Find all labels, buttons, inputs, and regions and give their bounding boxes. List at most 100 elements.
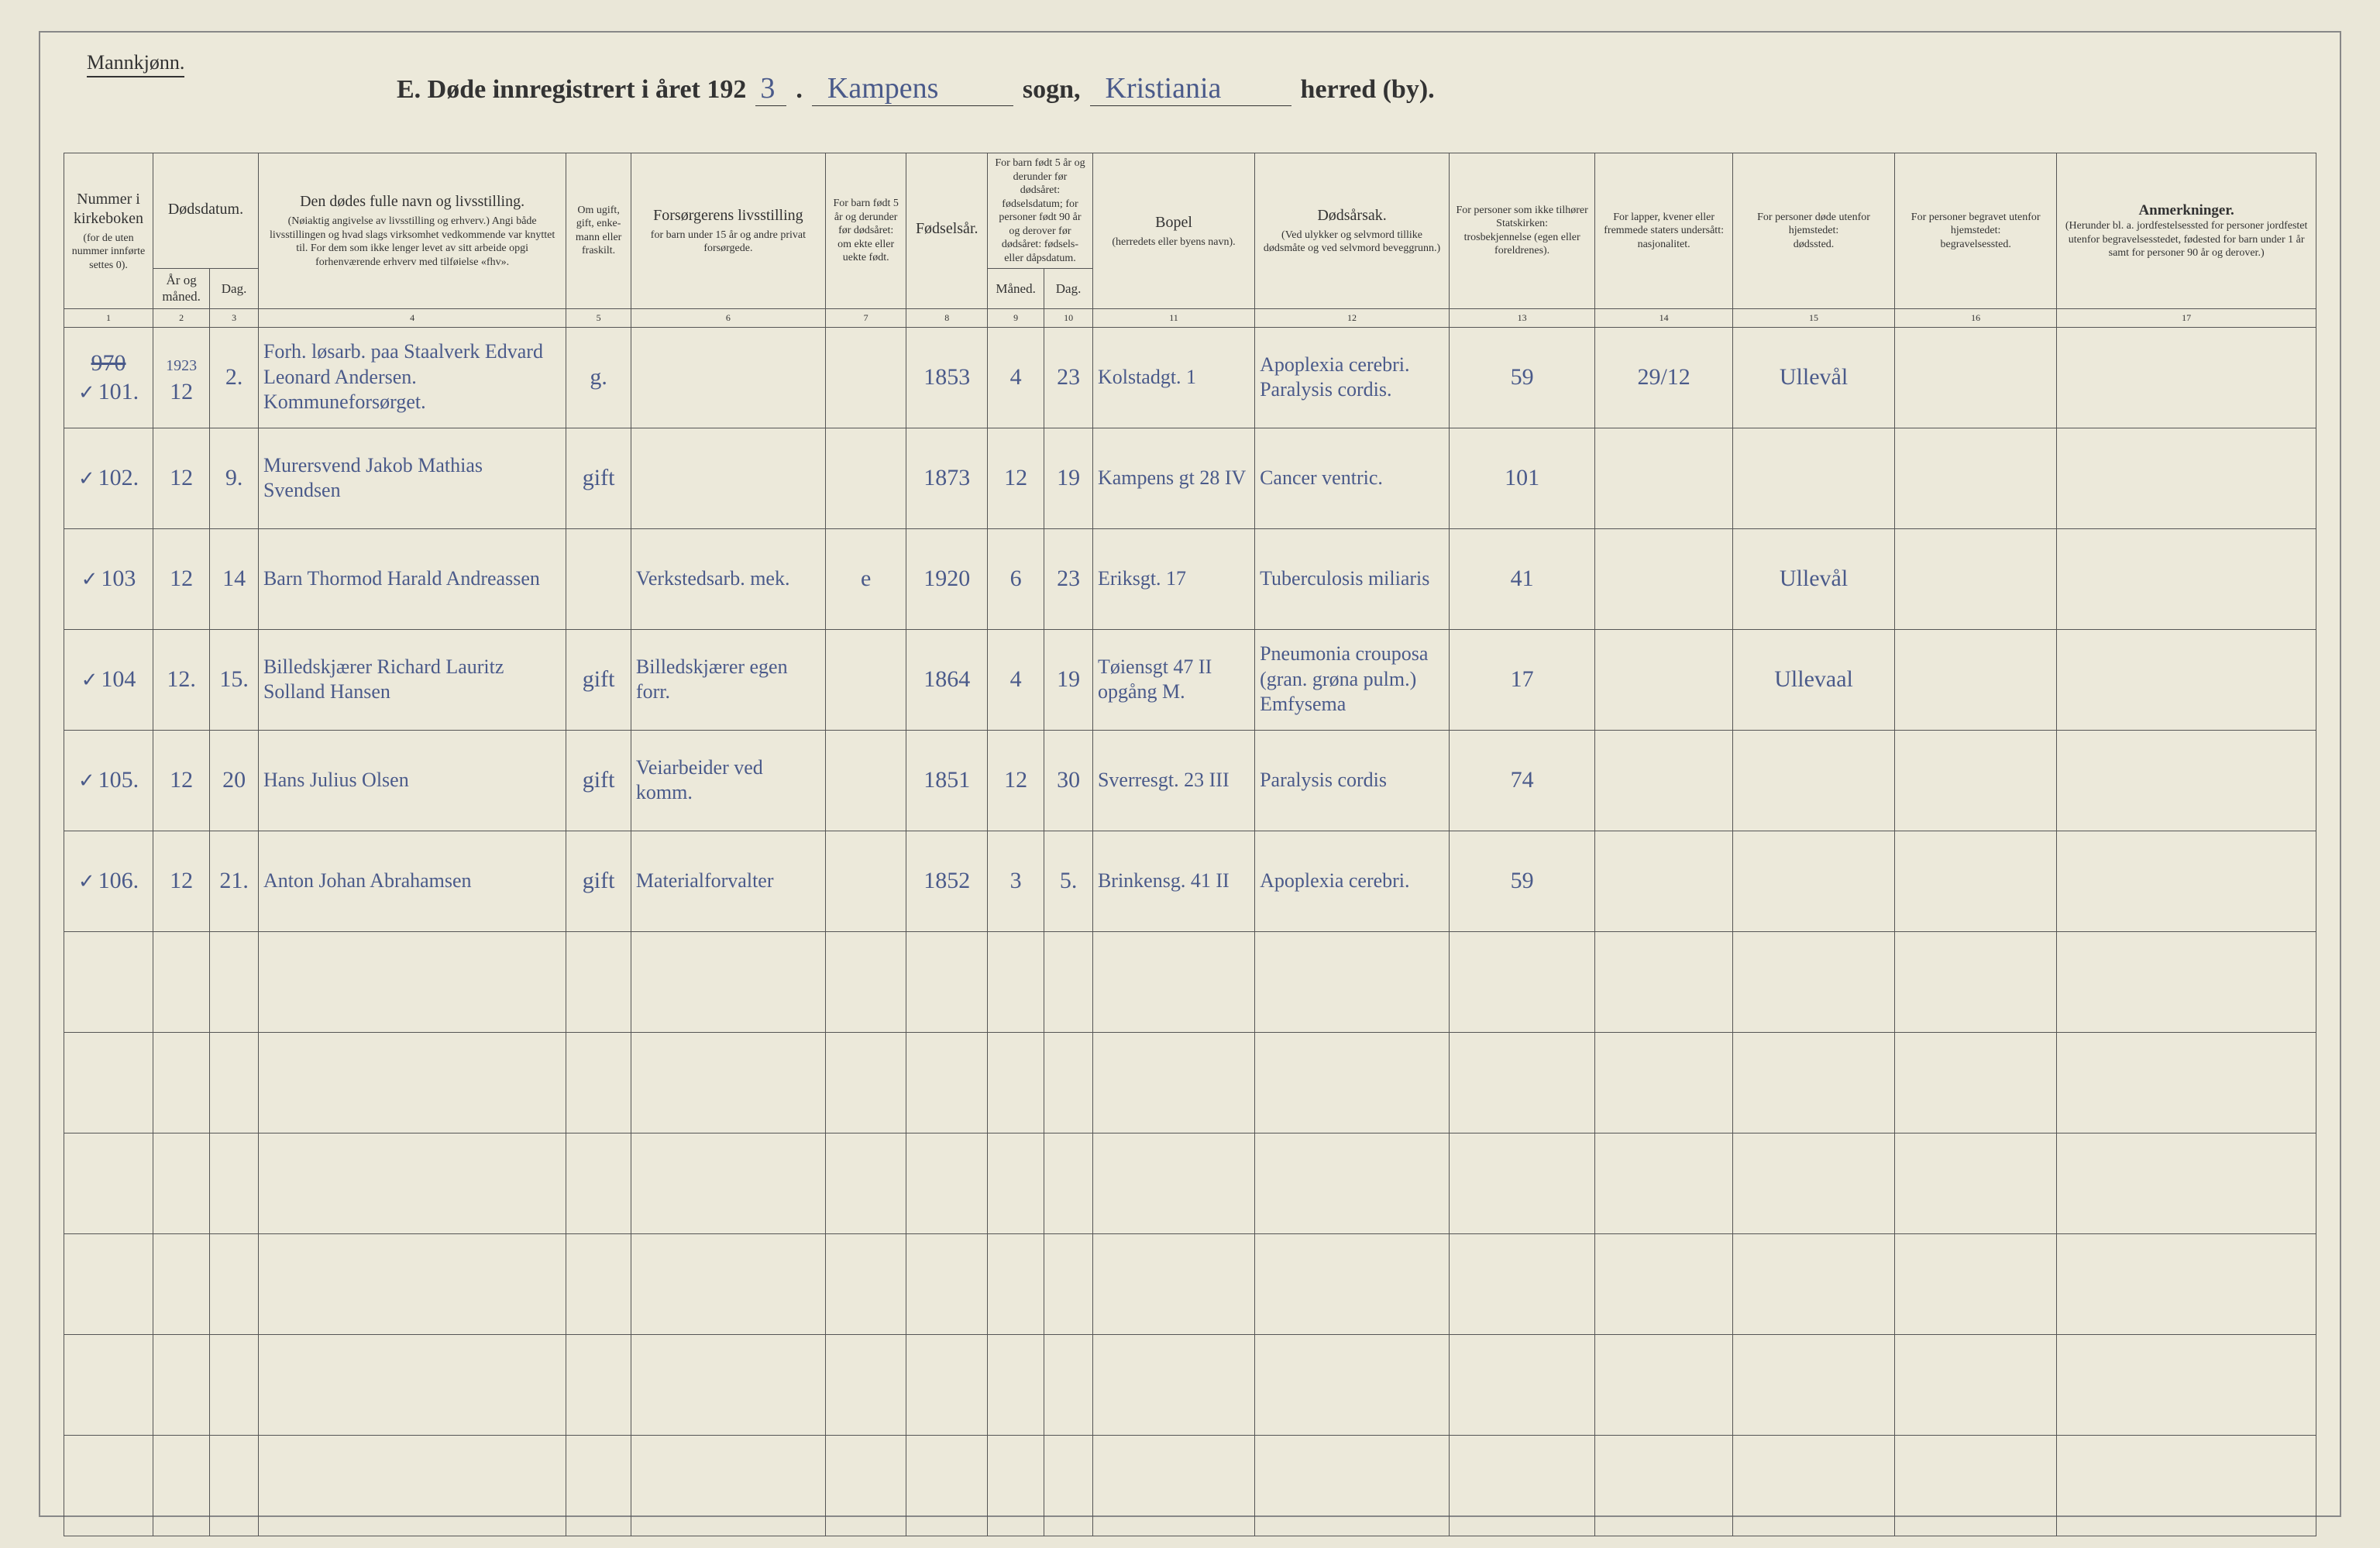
cell-day: 14 [210, 528, 259, 629]
hdr-residence: Bopel (herredets eller byens navn). [1092, 153, 1254, 309]
hdr-name: Den dødes fulle navn og livsstilling. (N… [258, 153, 566, 309]
column-numbers: 1 2 3 4 5 6 7 8 9 10 11 12 13 14 15 16 1… [64, 308, 2316, 327]
table-row: 102.129.Murersvend Jakob Mathias Svendse… [64, 428, 2316, 528]
cell-mon: 12 [153, 831, 210, 931]
cell-empty [153, 1032, 210, 1133]
cell-empty [64, 931, 153, 1032]
table-row-empty [64, 1133, 2316, 1233]
cell-birthyear: 1853 [906, 327, 988, 428]
cell-relig: 17 [1450, 629, 1595, 730]
cell-empty [1450, 1032, 1595, 1133]
cell-legit: e [825, 528, 906, 629]
cell-empty [1595, 931, 1733, 1032]
cell-deathplace: Ullevål [1732, 528, 1894, 629]
cell-empty [210, 1032, 259, 1133]
table-row: 10412.15.Billedskjærer Richard Lauritz S… [64, 629, 2316, 730]
cell-birthyear: 1864 [906, 629, 988, 730]
cell-empty [825, 1233, 906, 1334]
cell-empty [825, 1334, 906, 1435]
cell-num: 102. [64, 428, 153, 528]
cell-empty [1895, 931, 2057, 1032]
cell-residence: Kampens gt 28 IV [1092, 428, 1254, 528]
cell-empty [631, 1233, 825, 1334]
cell-empty [1255, 1233, 1450, 1334]
cell-empty [210, 1133, 259, 1233]
hdr-legit: For barn født 5 år og derunder før døds­… [825, 153, 906, 309]
cell-empty [631, 1435, 825, 1536]
cell-empty [1732, 1435, 1894, 1536]
cell-empty [566, 1133, 631, 1233]
cell-empty [1895, 1233, 2057, 1334]
hdr-deathdate: Dødsdatum. [153, 153, 259, 269]
cell-civil: gift [566, 730, 631, 831]
cell-empty [988, 1435, 1044, 1536]
cell-civil: gift [566, 428, 631, 528]
cell-num: 103 [64, 528, 153, 629]
cell-residence: Brinkensg. 41 II [1092, 831, 1254, 931]
cell-birthyear: 1852 [906, 831, 988, 931]
cell-empty [566, 1334, 631, 1435]
cell-num: 106. [64, 831, 153, 931]
cell-empty [1255, 1032, 1450, 1133]
cell-empty [825, 931, 906, 1032]
cell-empty [1895, 1032, 2057, 1133]
cell-empty [1092, 1133, 1254, 1233]
crossed-note: 970 [91, 350, 126, 376]
title-prefix: E. Døde innregistrert i året 192 [397, 75, 746, 105]
cell-empty [1450, 1233, 1595, 1334]
cell-bm: 12 [988, 428, 1044, 528]
table-row: 105.1220Hans Julius OlsengiftVeiarbeider… [64, 730, 2316, 831]
cell-notes [2057, 730, 2316, 831]
table-row-empty [64, 1032, 2316, 1133]
cell-empty [64, 1133, 153, 1233]
cell-legit [825, 730, 906, 831]
cell-empty [258, 1133, 566, 1233]
cell-name: Hans Julius Olsen [258, 730, 566, 831]
cell-bd: 23 [1044, 327, 1093, 428]
cell-residence: Kolstadgt. 1 [1092, 327, 1254, 428]
cell-burial [1895, 428, 2057, 528]
cell-empty [566, 1233, 631, 1334]
cell-empty [1595, 1435, 1733, 1536]
cell-empty [631, 931, 825, 1032]
cell-empty [153, 1334, 210, 1435]
cell-deathplace: Ullevål [1732, 327, 1894, 428]
cell-nat [1595, 831, 1733, 931]
cell-relig: 74 [1450, 730, 1595, 831]
cell-empty [2057, 1133, 2316, 1233]
cell-nat [1595, 428, 1733, 528]
cell-residence: Eriksgt. 17 [1092, 528, 1254, 629]
hdr-civil: Om ugift, gift, enke­mann eller fraskilt… [566, 153, 631, 309]
hdr-birthyear: Fødsels­år. [906, 153, 988, 309]
cell-empty [1092, 1435, 1254, 1536]
cell-cause: Tuberculosis miliaris [1255, 528, 1450, 629]
cell-empty [1450, 1334, 1595, 1435]
hdr-birthdate: For barn født 5 år og der­under før døds… [988, 153, 1093, 269]
cell-empty [1092, 1334, 1254, 1435]
cell-empty [1255, 1133, 1450, 1233]
cell-cause: Apoplexia cerebri. [1255, 831, 1450, 931]
hdr-cause: Dødsårsak. (Ved ulykker og selv­mord til… [1255, 153, 1450, 309]
gender-label: Mannkjønn. [87, 51, 184, 77]
cell-bd: 23 [1044, 528, 1093, 629]
cell-mon: 12 [153, 428, 210, 528]
cell-provider [631, 428, 825, 528]
title-dot: . [796, 75, 803, 105]
cell-empty [1450, 1435, 1595, 1536]
cell-empty [258, 1233, 566, 1334]
cell-empty [258, 931, 566, 1032]
cell-empty [64, 1435, 153, 1536]
cell-bm: 6 [988, 528, 1044, 629]
cell-empty [2057, 1032, 2316, 1133]
cell-empty [631, 1133, 825, 1233]
cell-empty [1092, 931, 1254, 1032]
cell-day: 2. [210, 327, 259, 428]
cell-num: 105. [64, 730, 153, 831]
title-line: E. Døde innregistrert i året 192 3 . Kam… [397, 71, 2293, 106]
cell-birthyear: 1873 [906, 428, 988, 528]
cell-provider [631, 327, 825, 428]
cell-nat [1595, 528, 1733, 629]
cell-empty [825, 1435, 906, 1536]
cell-empty [988, 931, 1044, 1032]
cell-mon: 12. [153, 629, 210, 730]
